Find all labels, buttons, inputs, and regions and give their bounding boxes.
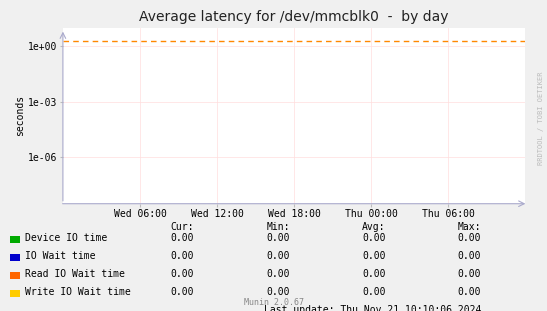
Text: Device IO time: Device IO time [25,233,107,243]
Text: RRDTOOL / TOBI OETIKER: RRDTOOL / TOBI OETIKER [538,72,544,165]
Text: 0.00: 0.00 [362,269,386,279]
Text: Read IO Wait time: Read IO Wait time [25,269,125,279]
Text: 0.00: 0.00 [266,269,290,279]
Text: 0.00: 0.00 [458,269,481,279]
Text: 0.00: 0.00 [362,287,386,297]
Text: 0.00: 0.00 [266,233,290,243]
Title: Average latency for /dev/mmcblk0  -  by day: Average latency for /dev/mmcblk0 - by da… [139,10,449,24]
Text: 0.00: 0.00 [266,287,290,297]
Text: 0.00: 0.00 [362,233,386,243]
Text: Avg:: Avg: [362,222,386,232]
Y-axis label: seconds: seconds [15,95,25,137]
Text: 0.00: 0.00 [171,287,194,297]
Text: 0.00: 0.00 [362,251,386,261]
Text: 0.00: 0.00 [171,233,194,243]
Text: 0.00: 0.00 [458,287,481,297]
Text: 0.00: 0.00 [171,269,194,279]
Text: Min:: Min: [266,222,290,232]
Text: Last update: Thu Nov 21 10:10:06 2024: Last update: Thu Nov 21 10:10:06 2024 [264,305,481,311]
Text: 0.00: 0.00 [171,251,194,261]
Text: Max:: Max: [458,222,481,232]
Text: Cur:: Cur: [171,222,194,232]
Text: Munin 2.0.67: Munin 2.0.67 [243,298,304,307]
Text: 0.00: 0.00 [266,251,290,261]
Text: 0.00: 0.00 [458,251,481,261]
Text: Write IO Wait time: Write IO Wait time [25,287,130,297]
Text: 0.00: 0.00 [458,233,481,243]
Text: IO Wait time: IO Wait time [25,251,95,261]
